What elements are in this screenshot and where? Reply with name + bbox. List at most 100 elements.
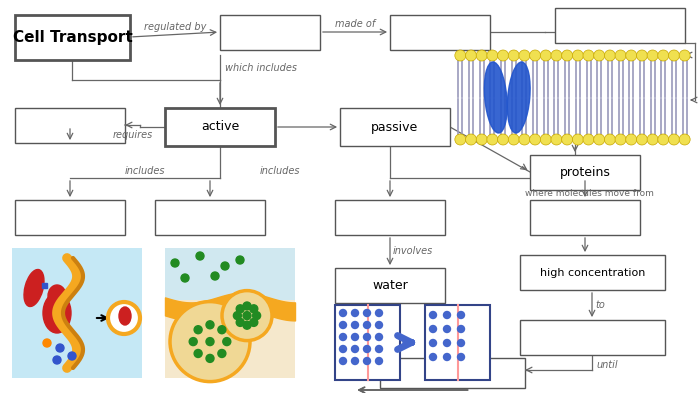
Circle shape [351,358,358,364]
Circle shape [561,50,573,61]
Circle shape [636,134,648,145]
Circle shape [68,352,76,360]
Circle shape [236,305,244,313]
Ellipse shape [48,285,66,307]
Circle shape [351,321,358,329]
Text: water: water [372,279,408,292]
Circle shape [250,305,258,313]
Ellipse shape [484,62,507,133]
Circle shape [351,310,358,316]
Circle shape [487,134,498,145]
Text: involves: involves [393,246,433,257]
Circle shape [218,349,226,358]
Circle shape [519,50,530,61]
Circle shape [430,340,437,347]
Circle shape [508,134,519,145]
Bar [340,108,450,146]
Bar [15,200,125,235]
Circle shape [466,50,477,61]
Circle shape [530,134,540,145]
Circle shape [351,334,358,340]
Circle shape [206,338,214,345]
Bar [555,8,685,43]
Circle shape [508,50,519,61]
Circle shape [211,272,219,280]
Text: to: to [595,300,605,310]
Circle shape [551,134,562,145]
Circle shape [444,325,451,332]
Text: which includes: which includes [225,63,297,73]
Circle shape [196,252,204,260]
Circle shape [253,312,260,320]
Circle shape [375,334,382,340]
Circle shape [53,356,61,364]
Circle shape [573,50,583,61]
Circle shape [658,134,668,145]
Circle shape [340,345,346,353]
Text: regulated by: regulated by [144,22,206,31]
Circle shape [243,321,251,329]
Bar [165,108,275,146]
Circle shape [458,325,465,332]
Circle shape [668,50,680,61]
Text: includes: includes [260,166,300,176]
Circle shape [679,134,690,145]
Circle shape [194,349,202,358]
Circle shape [487,50,498,61]
Circle shape [375,345,382,353]
Circle shape [647,50,658,61]
Bar [335,268,445,303]
Bar [15,15,130,60]
Text: passive: passive [372,121,419,134]
Circle shape [540,50,552,61]
Bar [220,15,320,50]
Circle shape [340,334,346,340]
Bar [335,305,400,380]
Circle shape [43,339,51,347]
Circle shape [626,134,637,145]
Circle shape [561,134,573,145]
Circle shape [363,321,370,329]
Text: proteins: proteins [559,166,610,179]
Circle shape [243,302,251,310]
Ellipse shape [119,307,131,325]
Circle shape [476,134,487,145]
Circle shape [223,338,231,345]
Circle shape [181,274,189,282]
Circle shape [604,134,615,145]
Circle shape [458,312,465,318]
Circle shape [615,50,626,61]
Bar [155,200,265,235]
Bar [390,15,490,50]
Circle shape [236,256,244,264]
Circle shape [444,340,451,347]
Circle shape [56,344,64,352]
Circle shape [668,134,680,145]
Circle shape [444,353,451,360]
Circle shape [351,345,358,353]
Circle shape [476,50,487,61]
Circle shape [250,318,258,327]
Circle shape [573,134,583,145]
Circle shape [194,326,202,334]
Circle shape [519,134,530,145]
Circle shape [530,50,540,61]
Circle shape [375,310,382,316]
Circle shape [551,50,562,61]
Circle shape [375,321,382,329]
Circle shape [604,50,615,61]
Circle shape [498,50,509,61]
Bar [165,248,295,300]
Circle shape [658,50,668,61]
Circle shape [466,134,477,145]
Circle shape [189,338,197,345]
Circle shape [363,334,370,340]
Circle shape [430,312,437,318]
Bar [15,108,125,143]
Text: until: until [596,360,617,370]
Circle shape [583,50,594,61]
Circle shape [583,134,594,145]
Circle shape [340,358,346,364]
Bar [530,155,640,190]
Text: high concentration: high concentration [540,268,645,277]
